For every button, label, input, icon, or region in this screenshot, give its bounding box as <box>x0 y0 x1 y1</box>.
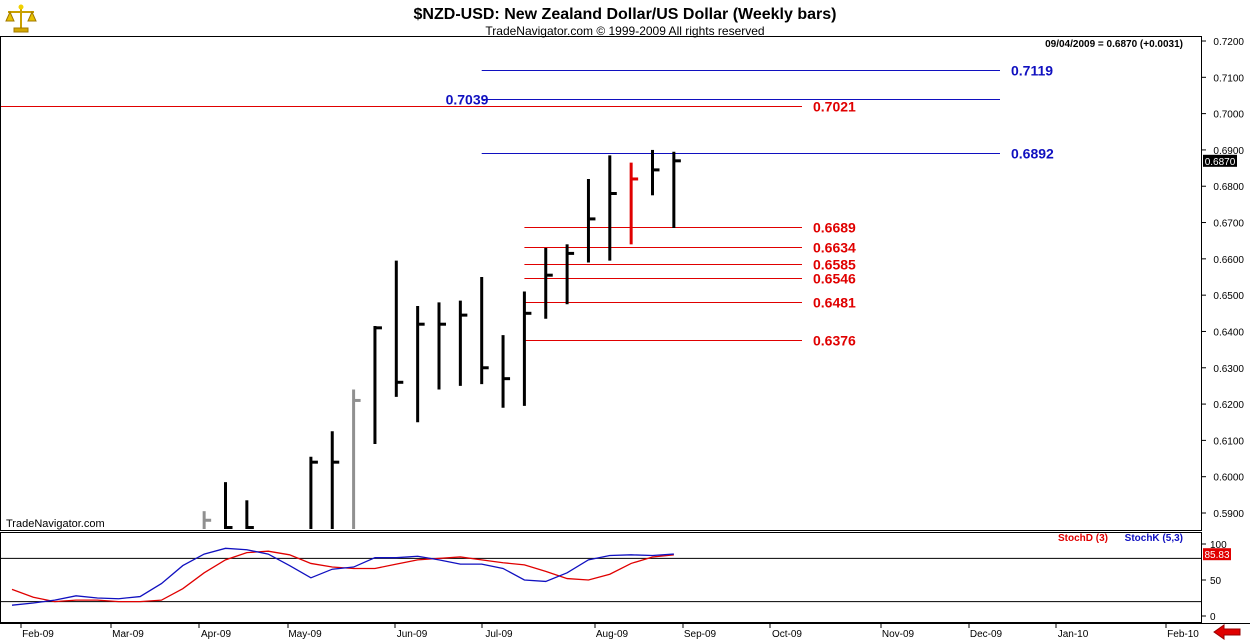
y-tick-label: 0.6300 <box>1213 364 1244 375</box>
stoch-legend-label: StochK (5,3) <box>1125 533 1183 544</box>
stoch-legend-label: StochD (3) <box>1058 533 1108 544</box>
level-label: 0.6689 <box>813 220 856 236</box>
last-price-label: 0.6870 <box>1205 157 1236 168</box>
stoch-series-line <box>11 547 674 606</box>
watermark: TradeNavigator.com <box>6 518 105 530</box>
last-price-tag <box>1203 154 1237 167</box>
level-label: 0.6481 <box>813 295 856 311</box>
x-tick-label: Nov-09 <box>882 629 915 640</box>
y-tick-label: 0.6900 <box>1213 146 1244 157</box>
x-tick-label: May-09 <box>288 629 322 640</box>
level-label: 0.7119 <box>1011 63 1053 79</box>
x-tick-label: Dec-09 <box>970 629 1003 640</box>
x-tick-label: Sep-09 <box>684 629 717 640</box>
y-tick-label: 0.7000 <box>1213 110 1244 121</box>
level-label: 0.6376 <box>813 333 856 349</box>
y-tick-label: 0.6200 <box>1213 400 1244 411</box>
x-tick-label: Jan-10 <box>1058 629 1089 640</box>
price-bars <box>202 149 681 530</box>
y-tick-label: 0.7100 <box>1213 73 1244 84</box>
x-tick-label: Aug-09 <box>596 629 629 640</box>
y-tick-label: 0.6700 <box>1213 219 1244 230</box>
y-tick-label: 0.6500 <box>1213 291 1244 302</box>
level-label: 0.7039 <box>446 92 489 108</box>
y-tick-label: 0.7200 <box>1213 37 1244 48</box>
price-y-axis: 0.5900 0.6000 0.6100 0.6200 0.6300 0.6400 0.65… <box>1201 37 1244 520</box>
x-axis: Feb-09 Mar-09 Apr-09 May-09 Jun-09 Jul-09 Aug-… <box>20 623 1199 640</box>
scales-logo-icon <box>5 4 37 33</box>
chart-title: $NZD-USD: New Zealand Dollar/US Dollar (… <box>414 6 837 23</box>
level-label: 0.7021 <box>813 99 856 115</box>
stoch-y-tick-label: 0 <box>1210 612 1216 623</box>
chart-subtitle: TradeNavigator.com © 1999-2009 All right… <box>485 24 764 38</box>
level-label: 0.6546 <box>813 271 856 287</box>
price-plot-frame <box>0 36 1202 531</box>
status-readout: 09/04/2009 = 0.6870 (+0.0031) <box>1045 39 1183 50</box>
x-tick-label: Feb-09 <box>22 629 54 640</box>
stoch-y-tick-label: 100 <box>1210 540 1227 551</box>
x-tick-label: Jun-09 <box>397 629 428 640</box>
stoch-last-label: 85.83 <box>1204 550 1229 561</box>
stoch-last-tag <box>1203 548 1231 561</box>
y-tick-label: 0.6000 <box>1213 473 1244 484</box>
x-tick-label: Mar-09 <box>112 629 144 640</box>
y-tick-label: 0.6600 <box>1213 255 1244 266</box>
y-tick-label: 0.5900 <box>1213 509 1244 520</box>
x-tick-label: Feb-10 <box>1167 629 1199 640</box>
x-tick-label: Apr-09 <box>201 629 231 640</box>
level-label: 0.6585 <box>813 257 856 273</box>
y-tick-label: 0.6400 <box>1213 327 1244 338</box>
y-tick-label: 0.6100 <box>1213 436 1244 447</box>
x-tick-label: Jul-09 <box>485 629 513 640</box>
level-label: 0.6892 <box>1011 146 1054 162</box>
level-label: 0.6634 <box>813 240 856 256</box>
x-tick-label: Oct-09 <box>772 629 802 640</box>
scroll-left-arrow-icon[interactable] <box>1212 624 1242 640</box>
stoch-plot-frame <box>0 532 1202 623</box>
stoch-panel: 100 50 0 StochD (3) StochK (5,3) 85.83 <box>1 533 1231 623</box>
y-tick-label: 0.6800 <box>1213 182 1244 193</box>
stoch-y-tick-label: 50 <box>1210 576 1222 587</box>
